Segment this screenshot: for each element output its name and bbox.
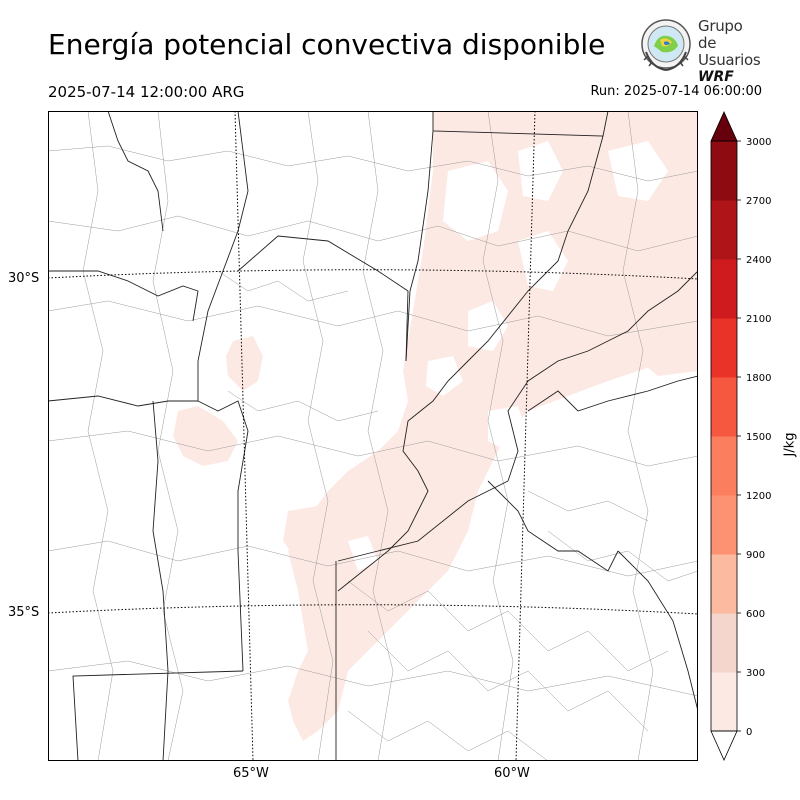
colorbar: 0 300 600 900 1200 1500 1800 2100 2400 2700 3000	[710, 111, 771, 761]
logo-line-3: WRF	[698, 69, 734, 85]
colorbar-band	[711, 495, 737, 555]
colorbar-tick-label: 600	[746, 609, 765, 620]
colorbar-ticks: 0 300 600 900 1200 1500 1800 2100 2400 2700 3000	[737, 137, 771, 738]
logo-line-2: Usuarios	[698, 51, 761, 69]
colorbar-tick-label: 1200	[746, 491, 771, 502]
wrf-users-logo: Grupo de Usuarios WRF	[638, 16, 761, 85]
colorbar-band	[711, 613, 737, 673]
cape-map	[48, 111, 698, 761]
colorbar-band	[711, 141, 737, 201]
lat-label-30s: 30°S	[8, 271, 40, 286]
colorbar-tick-label: 2700	[746, 196, 771, 207]
colorbar-tick-label: 1500	[746, 432, 771, 443]
colorbar-tick-label: 300	[746, 668, 765, 679]
colorbar-tick-label: 2400	[746, 255, 771, 266]
colorbar-bands	[710, 111, 738, 761]
department-boundaries	[48, 111, 698, 761]
valid-time: 2025-07-14 12:00:00 ARG	[48, 83, 245, 101]
run-time: Run: 2025-07-14 06:00:00	[590, 84, 762, 99]
graticule	[48, 111, 698, 761]
province-boundaries	[48, 111, 698, 761]
colorbar-band	[711, 554, 737, 614]
colorbar-under-arrow	[710, 730, 738, 761]
colorbar-band	[711, 436, 737, 496]
colorbar-tick-label: 3000	[746, 137, 771, 148]
colorbar-band	[711, 672, 737, 732]
colorbar-tick-label: 0	[746, 727, 752, 738]
colorbar-band	[711, 200, 737, 260]
lon-label-65w: 65°W	[233, 766, 269, 781]
chart-title: Energía potencial convectiva disponible	[48, 28, 606, 61]
logo-line-1: Grupo de	[698, 17, 743, 52]
colorbar-tick-label: 900	[746, 550, 765, 561]
colorbar-tick-label: 2100	[746, 314, 771, 325]
colorbar-band	[711, 259, 737, 319]
globe-seal-icon	[641, 19, 691, 72]
colorbar-band	[711, 377, 737, 437]
colorbar-over-arrow	[710, 111, 738, 142]
cape-holes	[348, 141, 698, 686]
lat-label-35s: 35°S	[8, 605, 40, 620]
colorbar-unit-label: J/kg	[782, 432, 798, 457]
lon-label-60w: 60°W	[494, 766, 530, 781]
colorbar-band	[711, 318, 737, 378]
colorbar-tick-label: 1800	[746, 373, 771, 384]
